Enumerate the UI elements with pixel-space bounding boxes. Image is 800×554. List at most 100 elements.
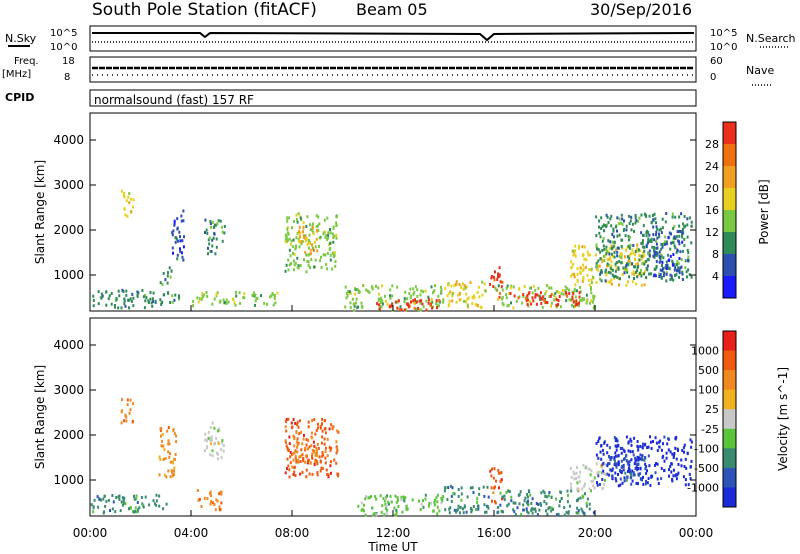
range-gate-cell <box>615 248 618 252</box>
range-gate-cell <box>531 511 534 515</box>
range-gate-cell <box>600 269 603 272</box>
range-gate-cell <box>192 299 195 303</box>
range-gate-cell <box>675 457 678 461</box>
range-gate-cell <box>324 446 327 450</box>
range-gate-cell <box>620 213 623 217</box>
range-gate-cell <box>606 443 609 447</box>
range-gate-cell <box>623 476 626 480</box>
range-gate-cell <box>376 302 379 306</box>
range-gate-cell <box>314 432 317 436</box>
range-gate-cell <box>590 469 593 473</box>
range-gate-cell <box>396 306 399 310</box>
range-gate-cell <box>681 230 684 234</box>
range-gate-cell <box>477 507 480 511</box>
range-gate-cell <box>547 507 550 511</box>
range-gate-cell <box>357 291 360 294</box>
range-gate-cell <box>684 483 687 487</box>
range-gate-cell <box>209 502 212 506</box>
range-gate-cell <box>123 501 126 505</box>
range-gate-cell <box>669 278 672 281</box>
range-gate-cell <box>550 495 553 499</box>
range-gate-cell <box>216 452 219 456</box>
range-gate-cell <box>611 232 614 236</box>
range-gate-cell <box>674 237 677 240</box>
range-gate-cell <box>472 491 475 494</box>
range-gate-cell <box>561 288 564 292</box>
range-gate-cell <box>563 513 566 517</box>
range-gate-cell <box>302 225 305 229</box>
range-gate-cell <box>601 239 604 243</box>
range-gate-cell <box>299 240 301 244</box>
range-gate-cell <box>570 482 572 486</box>
range-gate-cell <box>532 284 535 288</box>
range-gate-cell <box>295 236 298 240</box>
range-gate-cell <box>501 295 504 299</box>
range-gate-cell <box>621 217 624 221</box>
range-gate-cell <box>169 460 172 464</box>
range-gate-cell <box>579 299 581 303</box>
range-gate-cell <box>325 234 328 238</box>
range-gate-cell <box>622 465 625 468</box>
range-gate-cell <box>603 259 606 262</box>
range-gate-cell <box>623 271 626 275</box>
range-gate-cell <box>590 489 592 493</box>
range-gate-cell <box>656 477 659 481</box>
range-gate-cell <box>668 468 670 472</box>
range-gate-cell <box>287 216 290 220</box>
range-gate-cell <box>315 459 318 463</box>
range-gate-cell <box>332 225 335 229</box>
range-gate-cell <box>171 246 174 250</box>
range-gate-cell <box>669 450 672 454</box>
range-gate-cell <box>618 283 620 287</box>
range-gate-cell <box>100 292 103 296</box>
range-gate-cell <box>113 305 116 309</box>
range-gate-cell <box>678 230 681 233</box>
range-gate-cell <box>400 498 403 502</box>
range-gate-cell <box>590 267 593 271</box>
range-gate-cell <box>574 295 577 299</box>
range-gate-cell <box>166 429 169 433</box>
range-gate-cell <box>614 461 617 465</box>
range-gate-cell <box>675 250 678 254</box>
range-gate-cell <box>612 227 615 231</box>
range-gate-cell <box>665 264 668 267</box>
range-gate-cell <box>486 505 489 508</box>
range-gate-cell <box>491 467 493 471</box>
range-gate-cell <box>386 302 389 306</box>
range-gate-cell <box>430 501 433 505</box>
range-gate-cell <box>295 431 298 435</box>
range-gate-cell <box>572 300 575 304</box>
range-gate-cell <box>545 284 548 288</box>
range-gate-cell <box>313 265 316 269</box>
range-gate-cell <box>318 236 321 240</box>
range-gate-cell <box>643 253 646 257</box>
range-gate-cell <box>425 308 428 312</box>
range-gate-cell <box>254 303 256 307</box>
colorbar-tick-label: 25 <box>705 403 719 416</box>
colorbar-swatch <box>723 232 736 255</box>
range-gate-cell <box>493 278 496 282</box>
range-gate-cell <box>218 300 221 304</box>
range-gate-cell <box>417 306 420 310</box>
range-gate-cell <box>673 454 675 458</box>
range-gate-cell <box>690 445 693 449</box>
range-gate-cell <box>687 255 690 259</box>
range-gate-cell <box>178 230 181 234</box>
range-gate-cell <box>500 471 503 475</box>
range-gate-cell <box>311 448 314 452</box>
range-gate-cell <box>173 469 175 473</box>
range-gate-cell <box>644 482 647 486</box>
range-gate-cell <box>172 251 174 255</box>
range-gate-cell <box>220 225 223 229</box>
range-gate-cell <box>329 241 332 245</box>
range-gate-cell <box>321 451 324 454</box>
range-gate-cell <box>100 296 103 300</box>
range-gate-cell <box>602 223 605 227</box>
range-gate-cell <box>299 419 301 423</box>
range-gate-cell <box>609 256 611 260</box>
range-gate-cell <box>652 249 655 252</box>
range-gate-cell <box>286 457 289 461</box>
range-gate-cell <box>690 275 693 279</box>
range-gate-cell <box>460 498 463 502</box>
range-gate-cell <box>665 456 668 460</box>
